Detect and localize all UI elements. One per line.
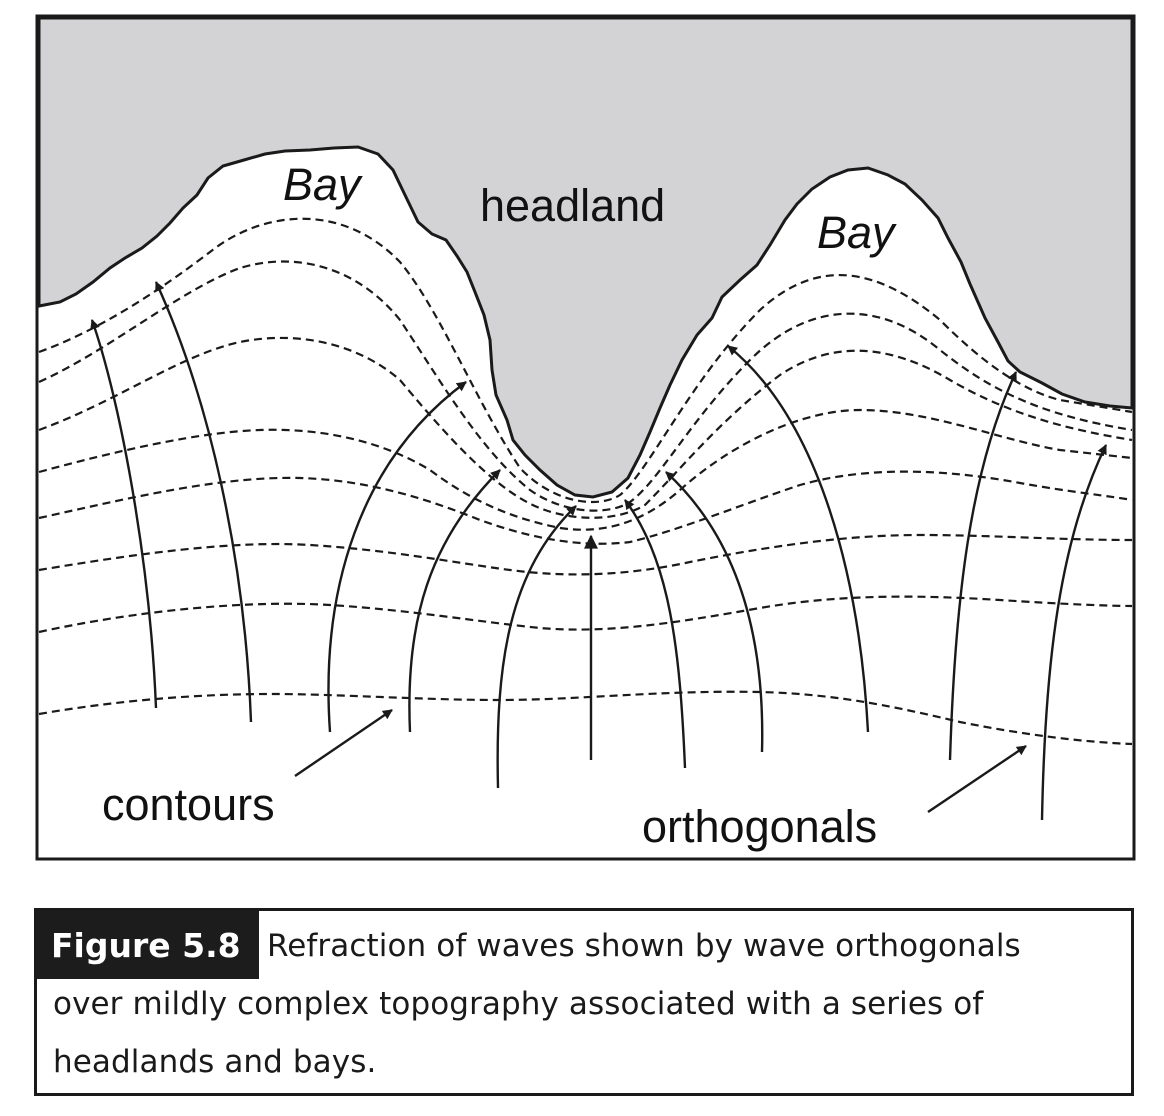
contour-line xyxy=(38,408,1133,531)
bay-left-label: Bay xyxy=(283,159,363,210)
orthogonal-arrow xyxy=(665,471,764,753)
contour-line xyxy=(38,260,1133,512)
headland-label: headland xyxy=(480,180,665,231)
bay-right-label: Bay xyxy=(817,207,897,258)
orthogonal-arrow xyxy=(948,371,1018,761)
figure-number-tag: Figure 5.8 xyxy=(37,911,259,979)
land-area xyxy=(37,16,1134,499)
orthogonal-arrow xyxy=(624,499,687,769)
orthogonals-label: orthogonals xyxy=(642,801,877,852)
contour-line xyxy=(38,690,1133,746)
contour-line xyxy=(38,595,1133,634)
caption-line-2: over mildly complex topography associate… xyxy=(53,986,984,1022)
orthogonal-arrow xyxy=(496,505,577,789)
orthogonal-arrow xyxy=(154,281,253,723)
orthogonal-arrow xyxy=(408,469,501,733)
orthogonal-arrow xyxy=(327,381,467,733)
wave-orthogonals xyxy=(90,281,1108,821)
figure-caption: Figure 5.8 Refraction of waves shown by … xyxy=(34,908,1134,1096)
contour-line xyxy=(38,336,1133,519)
wave-contours xyxy=(38,217,1133,746)
orthogonal-arrow xyxy=(1040,444,1108,821)
contour-line xyxy=(38,470,1133,545)
wave-refraction-diagram: Bay headland Bay contours orthogonals xyxy=(35,14,1136,861)
contours-label: contours xyxy=(102,779,275,830)
caption-line-3: headlands and bays. xyxy=(53,1044,377,1080)
orthogonal-arrow xyxy=(727,345,870,733)
caption-line-1: Refraction of waves shown by wave orthog… xyxy=(267,928,1021,964)
callout-pointers xyxy=(294,709,1027,813)
orthogonals-pointer-arrow xyxy=(927,745,1027,813)
orthogonal-arrow xyxy=(90,319,158,709)
contours-pointer-arrow xyxy=(294,709,393,777)
